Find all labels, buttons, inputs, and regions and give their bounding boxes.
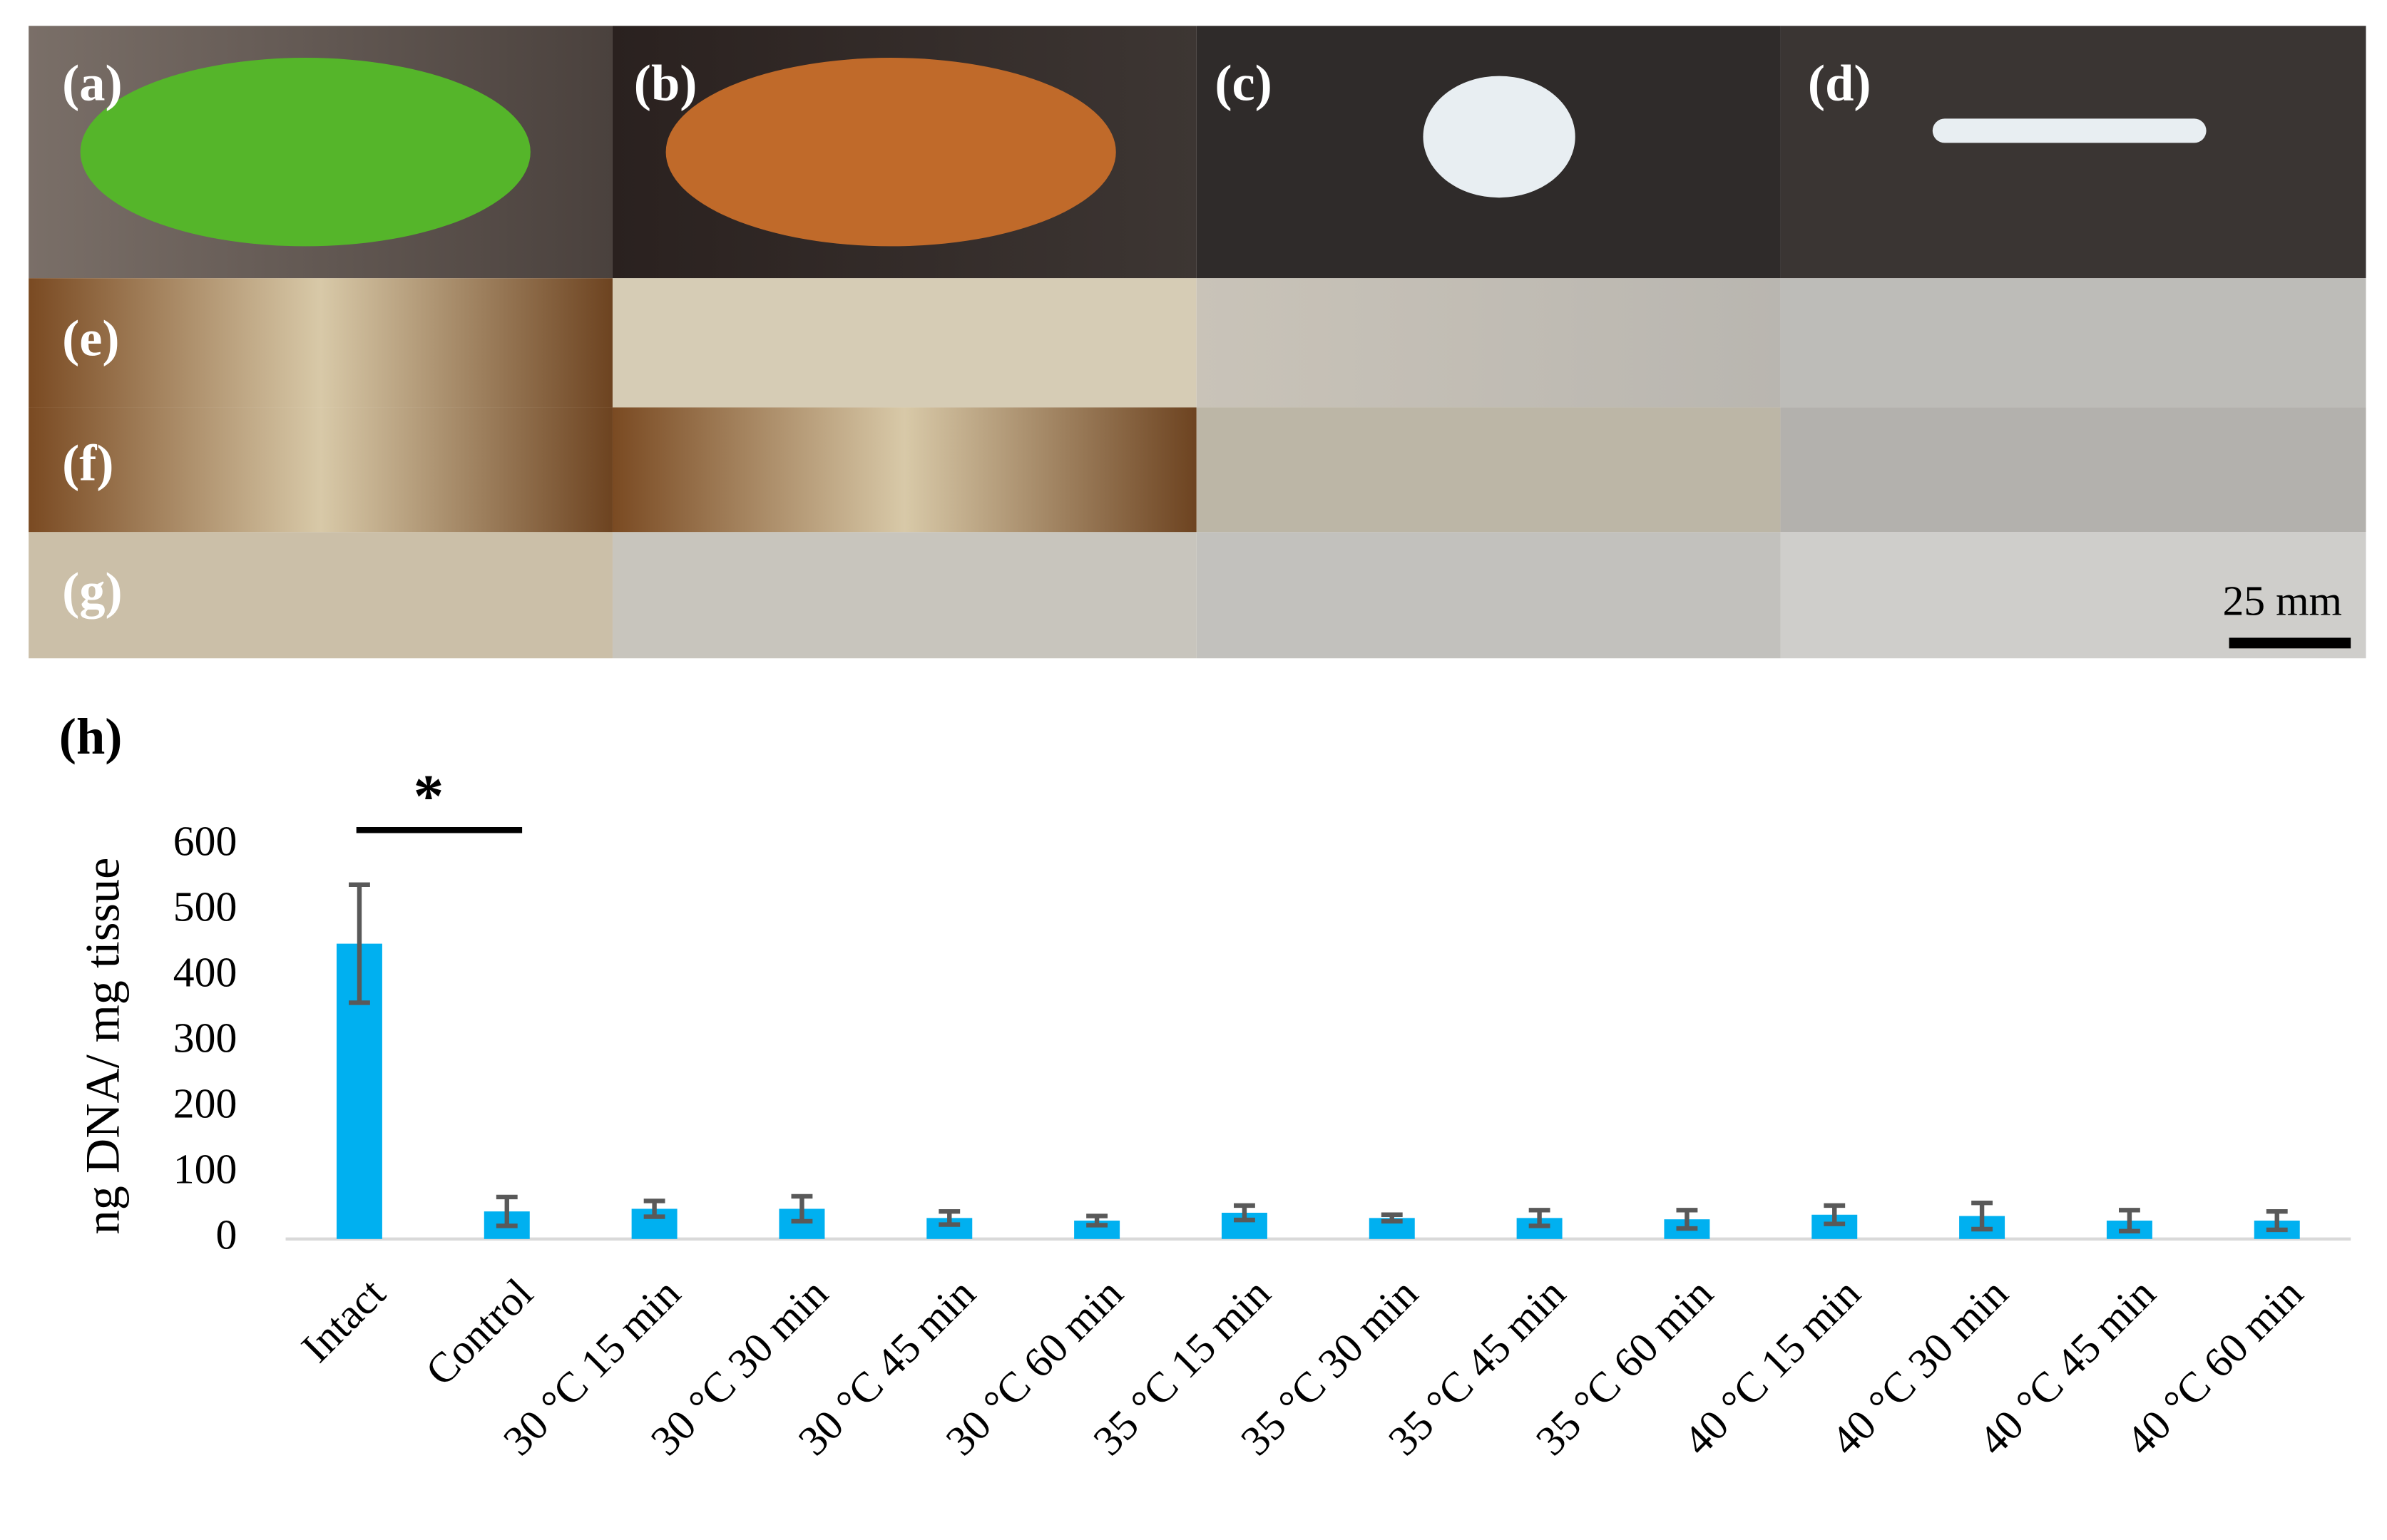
panel-label: (c)	[1215, 53, 1272, 111]
photo	[29, 278, 613, 408]
y-tick-label: 600	[173, 817, 237, 864]
y-axis-label: ng DNA/ mg tissue	[76, 858, 130, 1235]
panel-label: (a)	[62, 53, 123, 111]
photo	[1196, 407, 1781, 533]
photo	[29, 532, 613, 659]
x-tick-label: Control	[416, 1269, 542, 1395]
leaf	[665, 58, 1116, 247]
y-tick-label: 500	[173, 883, 237, 930]
panel-label: (e)	[62, 309, 119, 367]
panel-label: (f)	[62, 433, 113, 491]
photo	[1780, 278, 2366, 408]
photo	[612, 532, 1197, 659]
photo	[29, 407, 613, 533]
photo	[1196, 532, 1781, 659]
skeleton	[1932, 118, 2207, 143]
panel-label: (d)	[1808, 53, 1871, 111]
y-tick-label: 100	[173, 1145, 237, 1192]
y-tick-label: 200	[173, 1079, 237, 1126]
panel-label: (b)	[634, 53, 697, 111]
y-tick-label: 300	[173, 1014, 237, 1061]
photo	[612, 278, 1197, 408]
photo	[1780, 532, 2366, 659]
photo	[1196, 278, 1781, 408]
x-tick-label: Intact	[292, 1269, 394, 1371]
panel-label: (g)	[62, 561, 123, 619]
y-tick-label: 0	[215, 1211, 237, 1258]
leaf	[80, 58, 531, 247]
skeleton	[1423, 76, 1575, 198]
y-tick-label: 400	[173, 948, 237, 995]
photo	[612, 407, 1197, 533]
significance-label: *	[414, 763, 444, 830]
panel-label: (h)	[59, 707, 123, 765]
photo	[1780, 26, 2366, 279]
scale-bar-label: 25 mm	[2222, 577, 2341, 624]
photo	[1780, 407, 2366, 533]
